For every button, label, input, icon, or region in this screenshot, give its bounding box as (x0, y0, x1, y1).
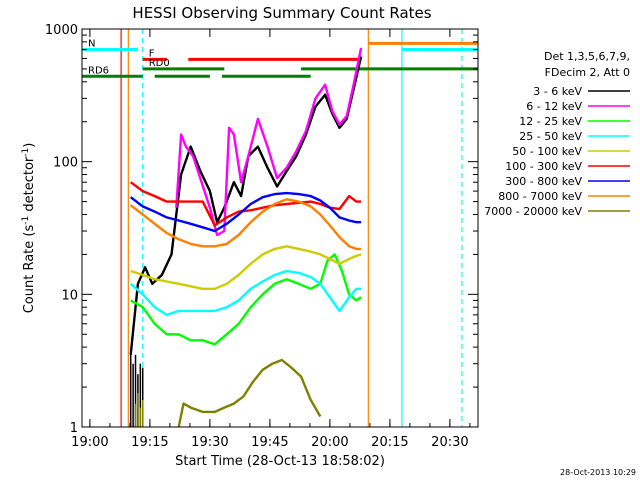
x-axis-label: Start Time (28-Oct-13 18:58:02) (175, 454, 385, 469)
series-line-0 (129, 56, 363, 355)
y-axis-ticks: 1 10 100 1000 (45, 23, 478, 436)
chart-title: HESSI Observing Summary Count Rates (132, 4, 431, 22)
legend: Det 1,3,5,6,7,9, FDecim 2, Att 0 3 - 6 k… (484, 50, 630, 218)
series-line-1 (175, 47, 363, 237)
legend-label-1: 6 - 12 keV (526, 100, 582, 113)
series-line-6 (129, 191, 362, 233)
x-tick-label-0: 19:00 (71, 435, 108, 450)
legend-label-0: 3 - 6 keV (533, 85, 582, 98)
legend-header-line-1: Det 1,3,5,6,7,9, (544, 50, 630, 63)
state-label-0: N (88, 39, 95, 50)
state-label-1: F (149, 48, 155, 59)
series-line-3 (129, 269, 362, 317)
y-tick-label-1: 10 (61, 288, 78, 303)
state-label-2: RD0 (149, 58, 170, 69)
legend-label-8: 7000 - 20000 keV (484, 205, 582, 218)
x-tick-label-4: 20:00 (311, 435, 348, 450)
y-axis-label: Count Rate (s-1 detector-1) (21, 143, 37, 314)
x-tick-label-5: 20:15 (371, 435, 408, 450)
x-tick-label-2: 19:30 (191, 435, 228, 450)
legend-label-2: 12 - 25 keV (519, 115, 582, 128)
y-tick-label-0: 1 (70, 421, 78, 436)
y-tick-label-3: 1000 (45, 23, 78, 38)
state-label-3: RD6 (88, 65, 109, 76)
x-tick-label-1: 19:15 (131, 435, 168, 450)
legend-label-6: 300 - 800 keV (505, 175, 582, 188)
series-line-2 (130, 253, 362, 346)
x-axis-ticks: 19:00 19:15 19:30 19:45 20:00 20:15 20:30 (71, 29, 471, 450)
plot-frame (81, 28, 479, 428)
series-line-7 (129, 198, 362, 251)
legend-label-3: 25 - 50 keV (519, 130, 582, 143)
series-line-4 (130, 245, 362, 290)
x-tick-label-6: 20:30 (431, 435, 468, 450)
legend-header-line-2: FDecim 2, Att 0 (545, 66, 630, 79)
series-line-8 (177, 358, 322, 428)
footer-date: 28-Oct-2013 10:29 (560, 468, 636, 477)
legend-label-7: 800 - 7000 keV (498, 190, 582, 203)
legend-label-5: 100 - 300 keV (505, 160, 582, 173)
series-line-5 (129, 181, 362, 227)
x-tick-label-3: 19:45 (251, 435, 288, 450)
legend-label-4: 50 - 100 keV (512, 145, 582, 158)
y-tick-label-2: 100 (53, 156, 78, 171)
